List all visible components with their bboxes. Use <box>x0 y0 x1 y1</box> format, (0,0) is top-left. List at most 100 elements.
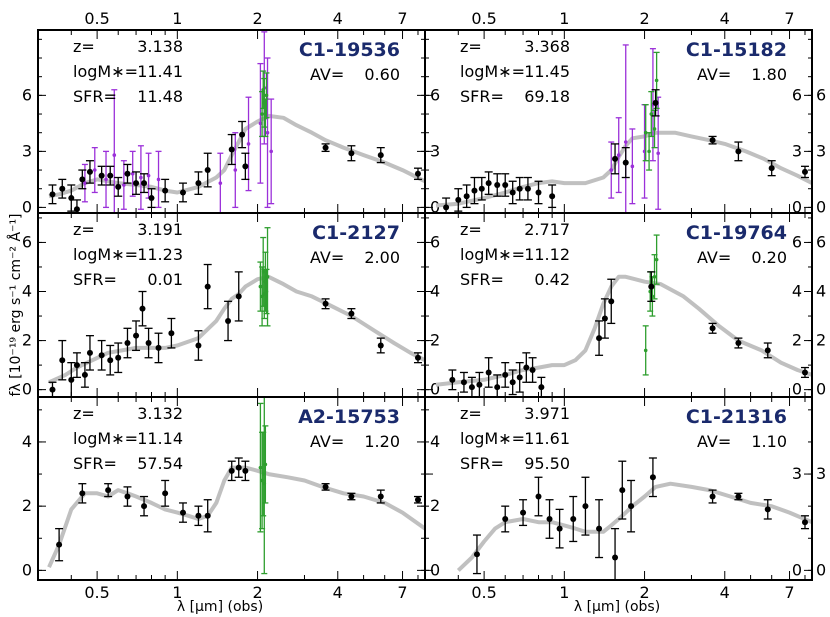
photometry-point <box>607 278 616 325</box>
spectrum-point-green <box>642 325 649 376</box>
photometry-point <box>203 263 212 310</box>
av-value: 1.80 <box>751 65 787 84</box>
spectrum-point-purple <box>155 150 162 209</box>
photometry-point <box>154 332 163 364</box>
photometry-point <box>194 171 203 195</box>
photometry-point <box>493 374 502 397</box>
photometry-point <box>78 169 87 190</box>
info-label: z= <box>73 220 95 239</box>
photometry-point <box>241 152 250 181</box>
spectrum-point-purple <box>232 132 239 209</box>
photometry-point <box>347 492 356 501</box>
photometry-point <box>528 357 537 383</box>
av-label: AV= <box>697 65 731 84</box>
spectrum-point-purple <box>622 44 629 213</box>
x-tick-label: 0.5 <box>471 9 496 28</box>
x-tick-label: 1 <box>559 9 569 28</box>
spectrum-point-green <box>257 402 264 533</box>
photometry-point <box>734 492 743 501</box>
info-value: 0.42 <box>534 270 570 289</box>
photometry-point <box>519 499 528 527</box>
photometry-point <box>97 339 106 371</box>
info-label: SFR= <box>73 87 117 106</box>
y-tick-label-right: 3 <box>816 464 826 483</box>
photometry-point <box>763 499 772 520</box>
photometry-point <box>501 362 510 388</box>
photometry-point <box>581 476 590 536</box>
x-tick-label: 0.5 <box>84 9 109 28</box>
photometry-point <box>167 317 176 349</box>
photometry-point <box>413 495 422 504</box>
photometry-point <box>800 515 809 530</box>
photometry-point <box>467 376 476 397</box>
photometry-point <box>123 163 132 184</box>
x-tick-label: 1 <box>172 9 182 28</box>
photometry-point <box>627 479 636 533</box>
y-tick-label: 6 <box>22 85 32 104</box>
x-tick-label: 0.5 <box>84 583 109 602</box>
info-value: 11.14 <box>137 429 183 448</box>
photometry-point <box>58 339 67 381</box>
photometry-point <box>97 165 106 186</box>
photometry-point <box>138 290 147 327</box>
photometry-point <box>484 171 493 195</box>
photometry-point <box>227 133 236 166</box>
spectrum-point-green <box>642 104 649 162</box>
photometry-point <box>708 489 717 504</box>
av-label: AV= <box>310 65 344 84</box>
y-tick-label-right: 0 <box>816 380 826 399</box>
spectrum-point-green <box>653 51 660 110</box>
y-tick-label-right: 0 <box>430 380 440 399</box>
photometry-point <box>595 320 604 356</box>
y-tick-label-right: 6 <box>816 232 826 251</box>
photometry-point <box>241 460 250 482</box>
x-axis-label-right: λ [μm] (obs) <box>574 599 660 615</box>
photometry-point <box>545 499 554 539</box>
x-tick-label: 1 <box>559 583 569 602</box>
photometry-point <box>484 357 493 388</box>
x-tick-label: 7 <box>784 583 794 602</box>
av-label: AV= <box>310 248 344 267</box>
photometry-point <box>470 176 479 205</box>
photometry-point <box>376 489 385 504</box>
spectrum-point-purple <box>268 98 275 205</box>
photometry-point <box>67 362 76 397</box>
photometry-point <box>651 89 660 117</box>
photometry-point <box>238 120 247 149</box>
info-value: 3.971 <box>524 404 570 423</box>
photometry-point <box>442 197 451 213</box>
photometry-point <box>203 499 212 533</box>
photometry-point <box>477 176 486 201</box>
spectrum-point-purple <box>608 141 615 199</box>
y-tick-label: 0 <box>792 197 802 216</box>
model-sed-line <box>47 465 425 569</box>
info-value: 11.12 <box>524 245 570 264</box>
photometry-point <box>555 508 564 549</box>
photometry-point <box>227 460 236 482</box>
info-label: SFR= <box>73 270 117 289</box>
spectrum-point-purple <box>120 160 127 210</box>
photometry-point <box>104 483 113 498</box>
photometry-point <box>734 141 743 162</box>
info-label: SFR= <box>460 454 504 473</box>
y-tick-label-right: 2 <box>430 496 440 515</box>
panel-middle-left: 0 0 2 2 4 4 6 6 z= 3.191 logM∗= 11.23 SFR= 0.01 C1-212… <box>22 212 440 399</box>
y-tick-label-right: 3 <box>430 141 440 160</box>
photometry-point <box>321 483 330 491</box>
photometry-point <box>648 457 657 498</box>
photometry-point <box>534 180 543 205</box>
x-tick-label: 7 <box>397 9 407 28</box>
info-value: 11.41 <box>137 62 183 81</box>
info-label: z= <box>73 404 95 423</box>
photometry-point <box>234 271 243 322</box>
info-label: z= <box>73 37 95 56</box>
photometry-point <box>106 165 115 186</box>
photometry-point <box>347 308 356 320</box>
av-value: 0.20 <box>751 248 787 267</box>
y-tick-label: 3 <box>792 141 802 160</box>
spectrum-point-green <box>264 227 271 327</box>
model-sed-line <box>456 481 812 572</box>
x-tick-label: 2 <box>639 583 649 602</box>
